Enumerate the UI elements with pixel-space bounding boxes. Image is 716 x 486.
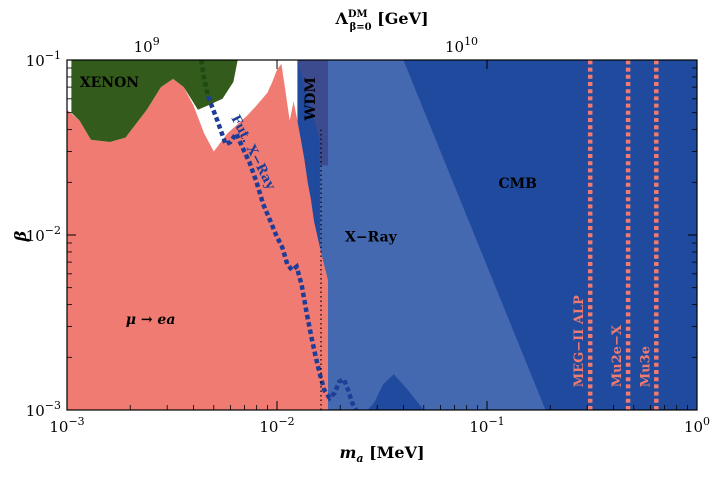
- y-tick-label: 10−2: [26, 224, 61, 245]
- x-axis-title: ma [MeV]: [339, 443, 424, 465]
- y-tick-label: 10−3: [26, 399, 61, 420]
- line-fut-x-ray: [205, 95, 359, 410]
- label-mu3e: Mu3e: [638, 346, 653, 387]
- region-ea: [67, 63, 328, 410]
- label-xenon: XENON: [80, 75, 140, 91]
- top-tick-label: 1010: [445, 35, 478, 56]
- exclusion-regions: [67, 60, 697, 410]
- constraint-lines: [198, 60, 659, 410]
- y-axis-title: β: [11, 230, 30, 242]
- axes: 10−3 10−2 10−1 100 10−3 10−2 10−1 109 1010: [26, 35, 710, 436]
- label-cmb: CMB: [498, 176, 537, 192]
- line-xenon-future: [198, 60, 211, 97]
- label-wdm: WDM: [303, 77, 319, 121]
- x-tick-label: 10−3: [49, 415, 84, 436]
- label-mu2e-x: Mu2e−X: [610, 324, 625, 387]
- y-tick-label: 10−1: [26, 49, 61, 70]
- x-tick-label: 10−2: [259, 415, 294, 436]
- region-xenon: [71, 60, 238, 142]
- label-meg-ii-alp: MEG−II ALP: [572, 295, 587, 387]
- label-ea: μ → ea: [126, 312, 176, 328]
- label-x-ray: X−Ray: [345, 229, 398, 245]
- x-tick-label: 100: [684, 415, 710, 436]
- top-tick-label: 109: [134, 35, 160, 56]
- region-wdm: [297, 60, 328, 166]
- top-axis-title: ΛDM β=0 [GeV]: [334, 9, 428, 33]
- x-tick-label: 10−1: [469, 415, 504, 436]
- region-x-ray: [297, 60, 546, 410]
